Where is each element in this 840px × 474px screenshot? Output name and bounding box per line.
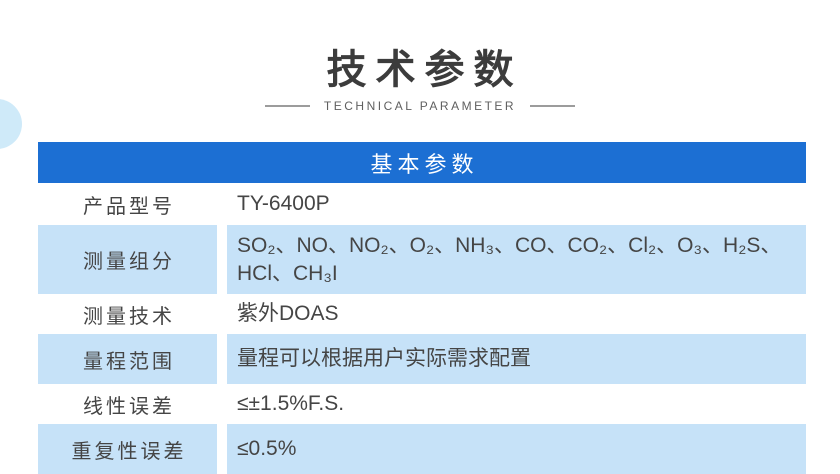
- column-gap: [217, 183, 227, 225]
- row-value: TY-6400P: [227, 183, 806, 225]
- row-value: SO₂、NO、NO₂、O₂、NH₃、CO、CO₂、Cl₂、O₃、H₂S、HCl、…: [227, 225, 806, 294]
- table-row-measurement-technology: 测量技术 紫外DOAS: [38, 294, 806, 334]
- decorative-circle: [0, 99, 22, 149]
- column-gap: [217, 384, 227, 424]
- subtitle-right-line: [530, 105, 576, 107]
- row-value: ≤±1.5%F.S.: [227, 384, 806, 424]
- column-gap: [217, 424, 227, 474]
- column-gap: [217, 334, 227, 384]
- page-subtitle: TECHNICAL PARAMETER: [323, 99, 517, 113]
- row-value: 紫外DOAS: [227, 294, 806, 334]
- row-label: 重复性误差: [38, 424, 217, 474]
- table-row-product-model: 产品型号 TY-6400P: [38, 183, 806, 225]
- row-label: 测量组分: [38, 225, 217, 294]
- column-gap: [217, 294, 227, 334]
- row-label: 测量技术: [38, 294, 217, 334]
- table-row-repeatability-error: 重复性误差 ≤0.5%: [38, 424, 806, 474]
- subtitle-left-line: [264, 105, 310, 107]
- page-title: 技术参数: [326, 48, 523, 92]
- row-label: 线性误差: [38, 384, 217, 424]
- column-gap: [217, 225, 227, 294]
- row-label: 量程范围: [38, 334, 217, 384]
- table-row-measured-components: 测量组分 SO₂、NO、NO₂、O₂、NH₃、CO、CO₂、Cl₂、O₃、H₂S…: [38, 225, 806, 294]
- title-block: 技术参数 TECHNICAL PARAMETER: [0, 0, 840, 113]
- subtitle-row: TECHNICAL PARAMETER: [0, 99, 840, 113]
- section-header-basic-parameters: 基本参数: [38, 142, 806, 183]
- spec-table: 产品型号 TY-6400P 测量组分 SO₂、NO、NO₂、O₂、NH₃、CO、…: [38, 183, 806, 474]
- table-row-linearity-error: 线性误差 ≤±1.5%F.S.: [38, 384, 806, 424]
- table-row-measuring-range: 量程范围 量程可以根据用户实际需求配置: [38, 334, 806, 384]
- row-value: 量程可以根据用户实际需求配置: [227, 334, 806, 384]
- row-value: ≤0.5%: [227, 424, 806, 474]
- row-label: 产品型号: [38, 183, 217, 225]
